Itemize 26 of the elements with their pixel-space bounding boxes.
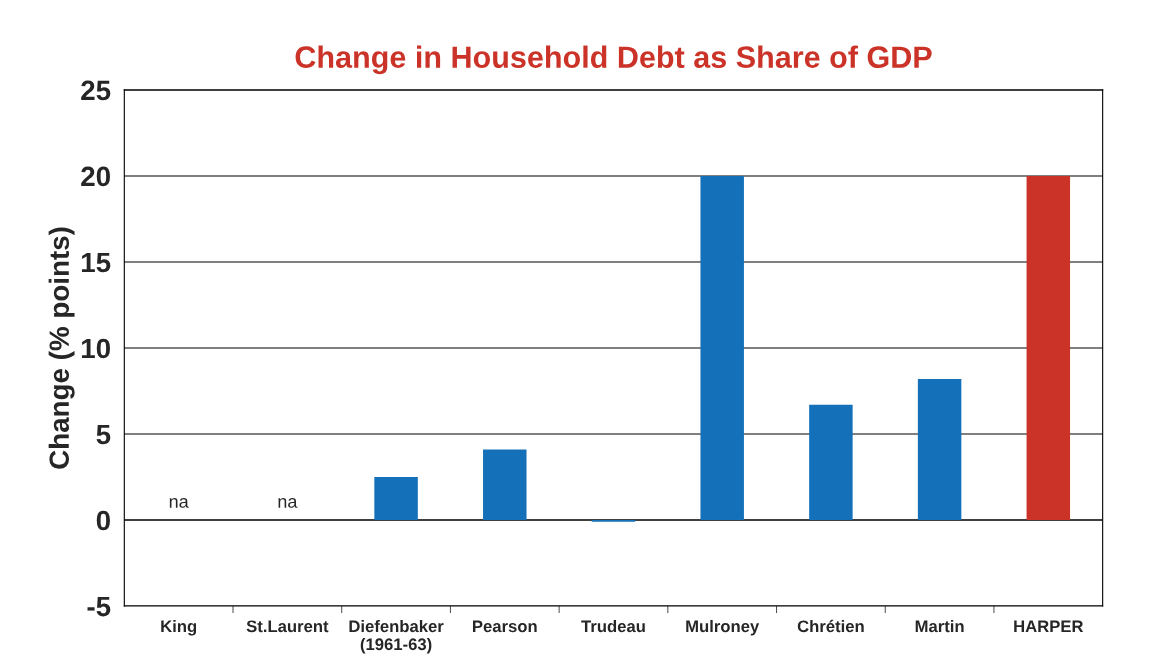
bar bbox=[483, 449, 527, 521]
y-tick-label: 10 bbox=[81, 338, 110, 359]
y-axis-title: Change (% points) bbox=[48, 227, 75, 469]
bar bbox=[700, 175, 744, 521]
bar bbox=[809, 404, 853, 521]
x-tick-label: Martin bbox=[915, 619, 964, 633]
chart-title: Change in Household Debt as Share of GDP bbox=[295, 45, 932, 75]
text: na bbox=[169, 497, 189, 508]
x-tick-label: Pearson bbox=[473, 620, 537, 633]
x-tick-label: HARPER bbox=[1014, 620, 1084, 633]
bar bbox=[374, 477, 418, 521]
y-tick-label: 20 bbox=[81, 166, 110, 187]
bar bbox=[1026, 175, 1071, 521]
y-tick-label: 0 bbox=[96, 510, 110, 531]
x-tick-label: Chrétien bbox=[797, 619, 864, 633]
x-tick-label: Diefenbaker (1961-63) bbox=[349, 619, 444, 654]
y-tick-label: 25 bbox=[81, 80, 111, 101]
x-tick-label: Mulroney bbox=[686, 619, 760, 636]
y-tick-label: -5 bbox=[87, 597, 111, 617]
bar bbox=[917, 378, 962, 521]
x-tick-label: King bbox=[161, 619, 197, 636]
text: na bbox=[278, 497, 298, 508]
x-tick-label: St.Laurent bbox=[246, 620, 329, 633]
x-tick-label: Trudeau bbox=[581, 619, 645, 633]
y-tick-label: 15 bbox=[81, 252, 111, 273]
y-tick-label: 5 bbox=[96, 424, 111, 445]
